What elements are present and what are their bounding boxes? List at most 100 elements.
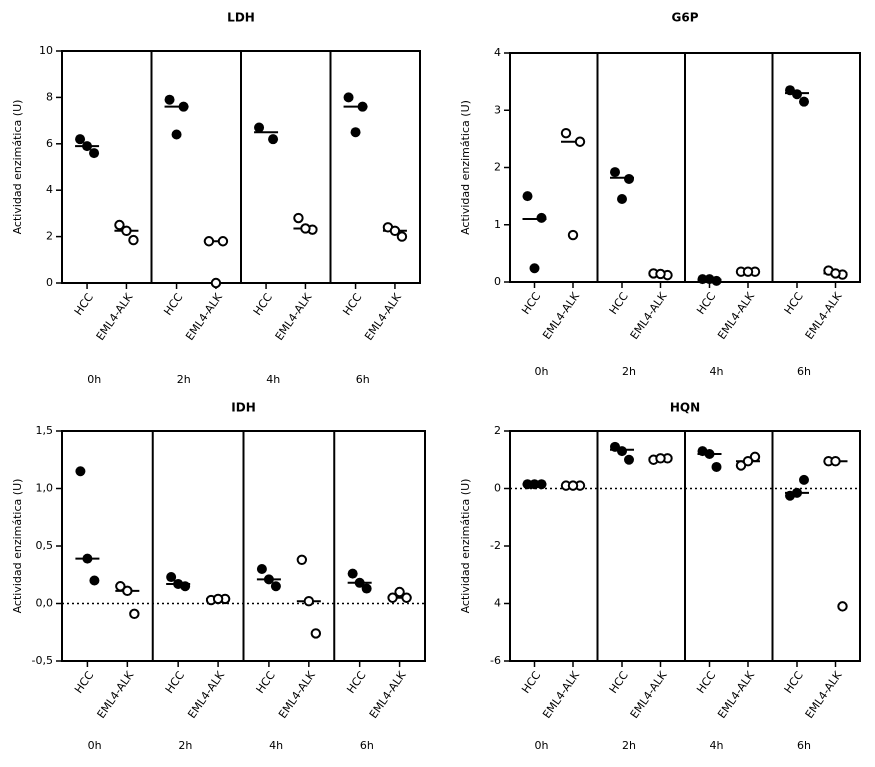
data-point [310, 628, 322, 639]
data-point [389, 225, 401, 237]
x-tick-label: EML4-ALK [540, 289, 582, 341]
data-point [567, 229, 579, 241]
data-point [129, 608, 140, 620]
chart-title: HQN [670, 401, 700, 415]
y-tick-label: 1 [494, 218, 501, 231]
x-tick-label: HCC [782, 669, 806, 696]
data-point [82, 553, 93, 564]
data-point [742, 266, 754, 277]
data-point [529, 263, 540, 274]
x-tick-label: HCC [251, 291, 275, 318]
group-label: 0h [535, 365, 549, 378]
data-point [617, 193, 627, 204]
y-tick-label: 0 [494, 275, 501, 288]
data-point [799, 474, 809, 485]
group-label: 6h [797, 739, 811, 752]
group-label: 0h [88, 739, 102, 752]
data-point [166, 572, 177, 583]
data-point [536, 212, 547, 223]
x-tick-label: EML4-ALK [628, 668, 670, 720]
group-label: 4h [710, 365, 724, 378]
data-point [655, 268, 666, 280]
x-tick-label: EML4-ALK [803, 668, 845, 720]
data-point [300, 223, 311, 234]
group-label: 0h [87, 373, 101, 386]
y-tick-label: 2 [46, 230, 53, 243]
x-tick-label: EML4-ALK [628, 289, 670, 341]
data-point [268, 134, 279, 145]
data-point [655, 453, 666, 464]
y-tick-label: 6 [46, 137, 53, 150]
data-point [115, 581, 126, 592]
data-point [792, 89, 802, 100]
data-point [617, 446, 627, 457]
data-point [536, 479, 547, 490]
data-point [711, 461, 722, 472]
y-tick-label: 1,0 [36, 482, 54, 495]
y-axis-label: Actividad enzimática (U) [11, 479, 24, 614]
group-label: 2h [622, 365, 636, 378]
y-axis-label: Actividad enzimática (U) [11, 100, 24, 235]
data-point [704, 274, 715, 285]
data-point [203, 236, 215, 247]
y-axis-label: Actividad enzimática (U) [459, 479, 472, 614]
x-tick-label: HCC [694, 669, 718, 696]
group-label: 4h [269, 739, 283, 752]
data-point [270, 581, 281, 592]
y-tick-label: 4 [46, 183, 53, 196]
y-tick-label: 3 [494, 103, 501, 116]
data-point [173, 578, 184, 589]
x-tick-label: EML4-ALK [95, 668, 137, 720]
y-tick-label: -0,5 [32, 654, 53, 667]
group-label: 0h [535, 739, 549, 752]
group-label: 2h [178, 739, 192, 752]
group-label: 4h [266, 373, 280, 386]
x-tick-label: HCC [161, 291, 185, 318]
x-tick-label: HCC [694, 290, 718, 317]
data-point [343, 92, 354, 103]
x-tick-label: HCC [72, 291, 96, 318]
x-tick-label: EML4-ALK [273, 290, 315, 342]
data-point [121, 225, 132, 237]
data-point [171, 129, 182, 140]
data-point [210, 277, 222, 289]
y-tick-label: 0,0 [36, 597, 54, 610]
y-tick-label: 2 [494, 424, 501, 437]
data-point [742, 455, 754, 467]
group-label: 6h [797, 365, 811, 378]
x-tick-label: HCC [519, 669, 543, 696]
data-point [82, 141, 93, 152]
x-tick-label: EML4-ALK [803, 289, 845, 341]
x-tick-label: HCC [254, 669, 278, 696]
group-label: 4h [710, 739, 724, 752]
x-tick-label: HCC [607, 290, 631, 317]
data-point [396, 231, 408, 242]
x-tick-label: EML4-ALK [183, 290, 225, 342]
data-point [122, 585, 133, 597]
data-point [347, 568, 358, 579]
y-tick-label: 2 [494, 161, 501, 174]
group-label: 2h [177, 373, 191, 386]
y-tick-label: 8 [46, 90, 53, 103]
data-point [624, 454, 634, 465]
group-label: 6h [360, 739, 374, 752]
data-point [75, 466, 86, 477]
y-tick-label: 0 [494, 482, 501, 495]
chart-title: G6P [672, 11, 699, 25]
x-tick-label: HCC [340, 291, 364, 318]
data-point [89, 148, 100, 159]
data-point [624, 173, 634, 184]
data-point [401, 592, 412, 603]
data-point [560, 127, 572, 139]
data-point [293, 212, 304, 224]
data-point [217, 236, 229, 247]
data-point [114, 219, 125, 231]
data-point [350, 127, 361, 138]
x-tick-label: HCC [72, 669, 96, 696]
data-point [529, 479, 540, 490]
data-point [303, 596, 315, 607]
data-point [164, 94, 175, 105]
y-tick-label: 0 [46, 276, 53, 289]
data-point [830, 455, 841, 467]
